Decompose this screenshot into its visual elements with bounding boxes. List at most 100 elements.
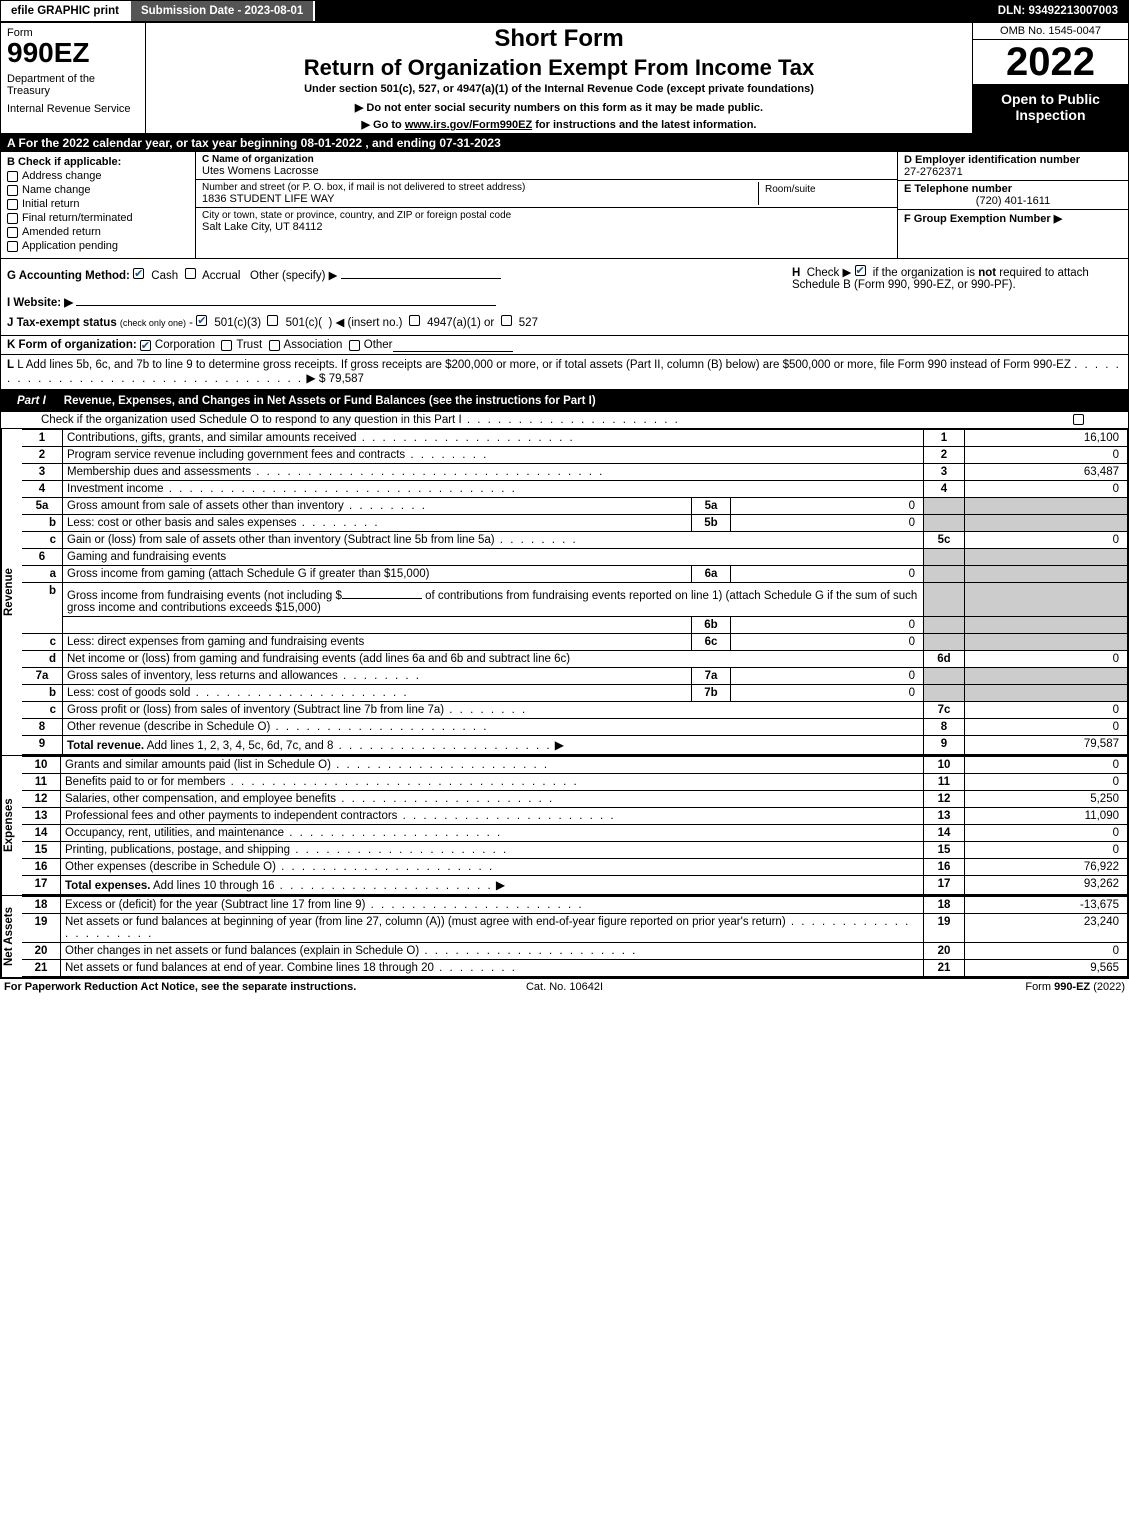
- address-change-checkbox[interactable]: [7, 171, 18, 182]
- omb-number: OMB No. 1545-0047: [973, 23, 1128, 40]
- row-a-taxyear: A For the 2022 calendar year, or tax yea…: [1, 134, 1128, 152]
- name-change-checkbox[interactable]: [7, 185, 18, 196]
- group-exemption-label: F Group Exemption Number ▶: [904, 212, 1122, 225]
- other-org-checkbox[interactable]: [349, 340, 360, 351]
- col-def: D Employer identification number 27-2762…: [897, 152, 1128, 258]
- schedule-o-checkbox[interactable]: [1073, 414, 1084, 425]
- street-address: 1836 STUDENT LIFE WAY: [202, 193, 758, 205]
- line-18: 18Excess or (deficit) for the year (Subt…: [22, 897, 1128, 914]
- form-container: Form 990EZ Department of the Treasury In…: [0, 22, 1129, 979]
- line-6b: bGross income from fundraising events (n…: [22, 583, 1128, 617]
- netassets-section: Net Assets 18Excess or (deficit) for the…: [1, 896, 1128, 978]
- col-c: C Name of organization Utes Womens Lacro…: [196, 152, 897, 258]
- netassets-table: 18Excess or (deficit) for the year (Subt…: [22, 896, 1128, 977]
- initial-return-checkbox[interactable]: [7, 199, 18, 210]
- title-row: Form 990EZ Department of the Treasury In…: [1, 23, 1128, 134]
- col-b: B Check if applicable: Address change Na…: [1, 152, 196, 258]
- cat-no: Cat. No. 10642I: [378, 981, 752, 993]
- return-title: Return of Organization Exempt From Incom…: [150, 55, 968, 81]
- expenses-section: Expenses 10Grants and similar amounts pa…: [1, 756, 1128, 896]
- 4947-checkbox[interactable]: [409, 315, 420, 326]
- accrual-checkbox[interactable]: [185, 268, 196, 279]
- do-not-note: ▶ Do not enter social security numbers o…: [150, 101, 968, 114]
- 501c3-checkbox[interactable]: [196, 315, 207, 326]
- phone-value: (720) 401-1611: [904, 195, 1122, 207]
- line-5b: bLess: cost or other basis and sales exp…: [22, 515, 1128, 532]
- ghij-block: G Accounting Method: Cash Accrual Other …: [1, 259, 1128, 336]
- city-state-zip: Salt Lake City, UT 84112: [202, 221, 891, 233]
- revenue-table: 1Contributions, gifts, grants, and simil…: [22, 429, 1128, 755]
- revenue-section: Revenue 1Contributions, gifts, grants, a…: [1, 429, 1128, 756]
- tax-year: 2022: [973, 40, 1128, 85]
- initial-return-label: Initial return: [22, 198, 79, 210]
- footer-row: For Paperwork Reduction Act Notice, see …: [0, 979, 1129, 995]
- 527-checkbox[interactable]: [501, 315, 512, 326]
- website-input[interactable]: [76, 292, 496, 306]
- netassets-side-label: Net Assets: [1, 896, 22, 977]
- line-6d: dNet income or (loss) from gaming and fu…: [22, 651, 1128, 668]
- phone-label: E Telephone number: [904, 183, 1122, 195]
- line-2: 2Program service revenue including gover…: [22, 447, 1128, 464]
- row-j: J Tax-exempt status (check only one) - 5…: [7, 315, 780, 329]
- line-14: 14Occupancy, rent, utilities, and mainte…: [22, 825, 1128, 842]
- line-10: 10Grants and similar amounts paid (list …: [22, 757, 1128, 774]
- 6b-contrib-input[interactable]: [342, 585, 422, 599]
- expenses-table: 10Grants and similar amounts paid (list …: [22, 756, 1128, 895]
- part1-check-row: Check if the organization used Schedule …: [1, 412, 1128, 429]
- expenses-side-label: Expenses: [1, 756, 22, 895]
- line-7b: bLess: cost of goods sold7b0: [22, 685, 1128, 702]
- gross-receipts-value: 79,587: [329, 373, 364, 385]
- line-9: 9Total revenue. Add lines 1, 2, 3, 4, 5c…: [22, 736, 1128, 755]
- line-12: 12Salaries, other compensation, and empl…: [22, 791, 1128, 808]
- efile-print-button[interactable]: efile GRAPHIC print: [1, 1, 131, 21]
- line-5c: cGain or (loss) from sale of assets othe…: [22, 532, 1128, 549]
- street-label: Number and street (or P. O. box, if mail…: [202, 182, 758, 193]
- ein-label: D Employer identification number: [904, 154, 1122, 166]
- line-17: 17Total expenses. Add lines 10 through 1…: [22, 876, 1128, 895]
- line-1: 1Contributions, gifts, grants, and simil…: [22, 430, 1128, 447]
- other-method-input[interactable]: [341, 265, 501, 279]
- row-g: G Accounting Method: Cash Accrual Other …: [7, 265, 780, 282]
- line-3: 3Membership dues and assessments363,487: [22, 464, 1128, 481]
- 501c-checkbox[interactable]: [267, 315, 278, 326]
- line-19: 19Net assets or fund balances at beginni…: [22, 914, 1128, 943]
- line-16: 16Other expenses (describe in Schedule O…: [22, 859, 1128, 876]
- line-6c: cLess: direct expenses from gaming and f…: [22, 634, 1128, 651]
- line-6a: aGross income from gaming (attach Schedu…: [22, 566, 1128, 583]
- other-org-input[interactable]: [393, 338, 513, 352]
- part1-header: Part I Revenue, Expenses, and Changes in…: [1, 390, 1128, 412]
- dept-irs: Internal Revenue Service: [7, 103, 139, 115]
- line-20: 20Other changes in net assets or fund ba…: [22, 943, 1128, 960]
- trust-checkbox[interactable]: [221, 340, 232, 351]
- row-l: L L Add lines 5b, 6c, and 7b to line 9 t…: [1, 355, 1128, 390]
- schedule-b-checkbox[interactable]: [855, 265, 866, 276]
- form-number: 990EZ: [7, 39, 139, 67]
- line-7c: cGross profit or (loss) from sales of in…: [22, 702, 1128, 719]
- corporation-checkbox[interactable]: [140, 340, 151, 351]
- line-5a: 5aGross amount from sale of assets other…: [22, 498, 1128, 515]
- amended-return-checkbox[interactable]: [7, 227, 18, 238]
- under-section: Under section 501(c), 527, or 4947(a)(1)…: [150, 83, 968, 95]
- cash-checkbox[interactable]: [133, 268, 144, 279]
- application-pending-checkbox[interactable]: [7, 241, 18, 252]
- top-bar: efile GRAPHIC print Submission Date - 20…: [0, 0, 1129, 22]
- line-7a: 7aGross sales of inventory, less returns…: [22, 668, 1128, 685]
- part1-title: Revenue, Expenses, and Changes in Net As…: [64, 393, 596, 409]
- final-return-checkbox[interactable]: [7, 213, 18, 224]
- line-11: 11Benefits paid to or for members110: [22, 774, 1128, 791]
- revenue-side-label: Revenue: [1, 429, 22, 755]
- dept-treasury: Department of the Treasury: [7, 73, 139, 97]
- association-checkbox[interactable]: [269, 340, 280, 351]
- ein-value: 27-2762371: [904, 166, 1122, 178]
- b-label: B Check if applicable:: [7, 156, 189, 168]
- final-return-label: Final return/terminated: [22, 212, 133, 224]
- form-edition: Form 990-EZ (2022): [751, 981, 1125, 993]
- line-4: 4Investment income40: [22, 481, 1128, 498]
- city-label: City or town, state or province, country…: [202, 210, 891, 221]
- open-public: Open to Public Inspection: [973, 85, 1128, 133]
- submission-date-button[interactable]: Submission Date - 2023-08-01: [131, 1, 315, 21]
- line-21: 21Net assets or fund balances at end of …: [22, 960, 1128, 977]
- irs-link[interactable]: www.irs.gov/Form990EZ: [405, 119, 532, 131]
- line-13: 13Professional fees and other payments t…: [22, 808, 1128, 825]
- line-8: 8Other revenue (describe in Schedule O)8…: [22, 719, 1128, 736]
